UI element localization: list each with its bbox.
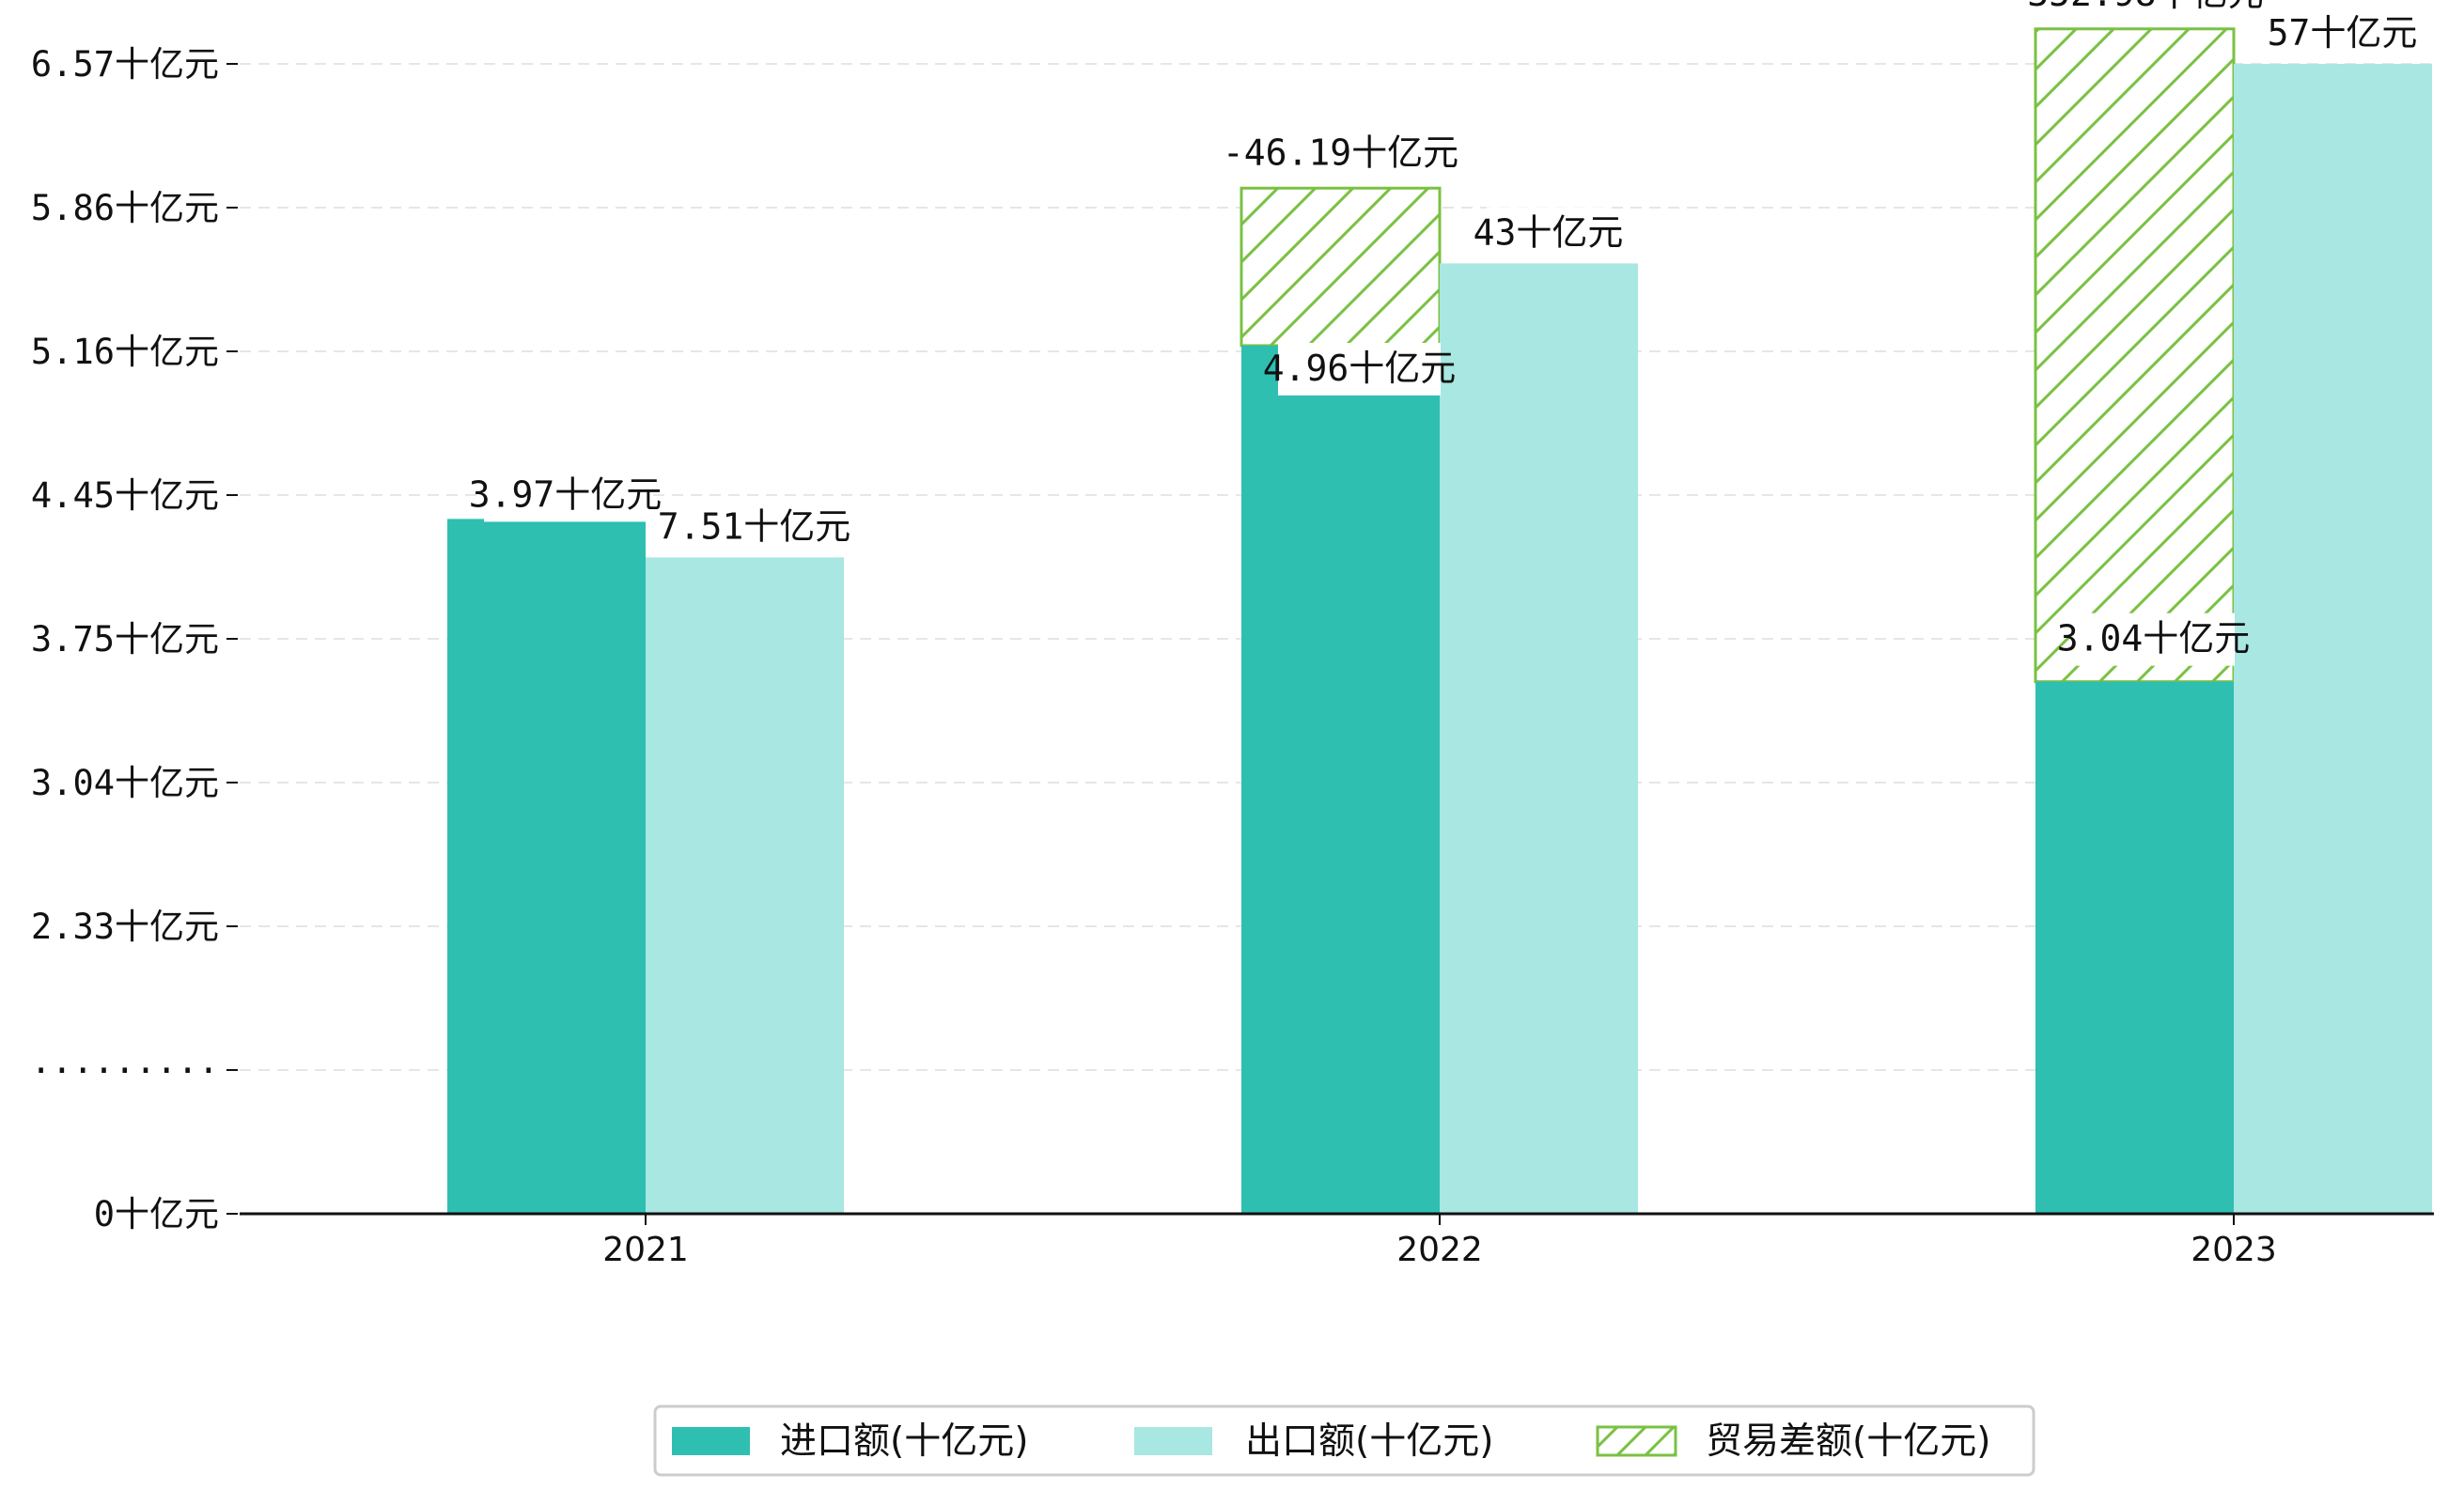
y-tick-label: 6.57十亿元: [31, 44, 219, 85]
import-value-label-bg: [484, 469, 647, 522]
import-value-label-bg: [2072, 613, 2235, 666]
y-tick-label: 3.75十亿元: [31, 619, 219, 659]
import-value-label-bg: [1278, 342, 1441, 396]
y-tick-label: 0十亿元: [94, 1194, 219, 1234]
legend-label: 进口额(十亿元): [780, 1420, 1028, 1463]
export-value-label: 7.51十亿元: [658, 505, 851, 547]
y-tick-label: ·········: [31, 1050, 219, 1091]
export-value-label: 57十亿元: [2268, 12, 2418, 54]
legend-swatch: [1134, 1427, 1212, 1455]
import-bar: [447, 519, 646, 1214]
import-value-label: 4.96十亿元: [1263, 348, 1457, 389]
legend-box: [653, 1404, 2035, 1477]
export-value-label-bg: [1487, 207, 1610, 260]
y-tick-label: 3.04十亿元: [31, 763, 219, 803]
legend-swatch: [1596, 1425, 1677, 1457]
y-tick-label: 5.86十亿元: [31, 188, 219, 228]
balance-bar: [2034, 27, 2236, 684]
balance-value-label: -46.19十亿元: [1223, 132, 1458, 173]
balance-bar: [1240, 186, 1442, 348]
export-bar: [2234, 64, 2432, 1214]
balance-value-label-bg: [1240, 127, 1442, 180]
export-value-label-bg: [2281, 8, 2404, 60]
import-bar: [2035, 681, 2234, 1214]
x-tick-label: 2023: [2191, 1231, 2277, 1269]
import-bar: [1241, 345, 1440, 1214]
export-bar: [646, 557, 844, 1214]
y-tick-label: 2.33十亿元: [31, 907, 219, 947]
y-tick-label: 5.16十亿元: [31, 332, 219, 372]
balance-value-label: -352.98十亿元: [2005, 0, 2263, 14]
balance-value-label-bg: [2023, 0, 2246, 21]
export-value-label-bg: [673, 501, 835, 554]
import-value-label: 3.04十亿元: [2057, 618, 2251, 659]
y-tick-label: 4.45十亿元: [31, 475, 219, 516]
export-bar: [1440, 263, 1638, 1215]
x-tick-label: 2021: [602, 1231, 689, 1269]
legend-swatch: [672, 1427, 750, 1455]
legend-label: 贸易差额(十亿元): [1706, 1420, 1990, 1463]
import-value-label: 3.97十亿元: [469, 473, 663, 515]
export-value-label: 43十亿元: [1474, 211, 1624, 253]
legend-label: 出口额(十亿元): [1245, 1420, 1493, 1463]
x-tick-label: 2022: [1396, 1231, 1483, 1269]
